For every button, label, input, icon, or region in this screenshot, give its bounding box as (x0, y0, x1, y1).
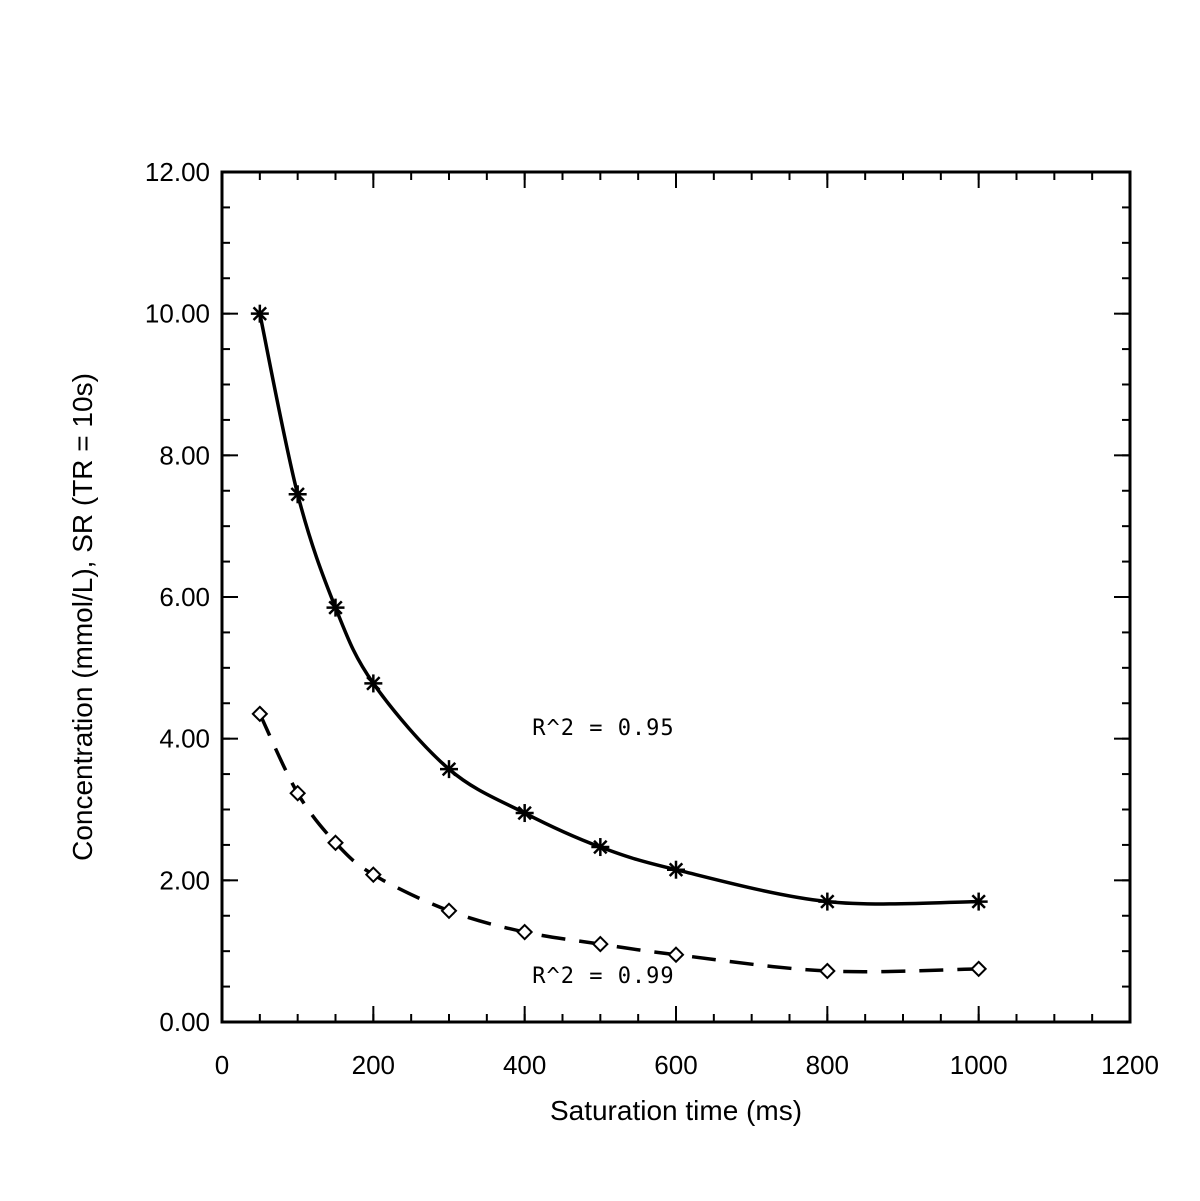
plot-frame (220, 170, 1132, 1024)
y-tick-label: 6.00 (159, 582, 210, 612)
asterisk-marker (288, 485, 307, 504)
diamond-marker (251, 705, 269, 723)
asterisk-marker (364, 674, 383, 693)
r-squared-annotation: R^2 = 0.99 (532, 964, 674, 989)
diamond-marker (327, 834, 344, 852)
x-tick-label: 200 (352, 1050, 395, 1080)
y-tick-label: 12.00 (145, 157, 210, 187)
x-tick-label: 400 (503, 1050, 546, 1080)
diamond-marker (364, 866, 382, 884)
x-tick-label: 1000 (950, 1050, 1008, 1080)
diamond-marker (516, 923, 534, 941)
asterisk-marker (440, 760, 458, 779)
diamond-marker (970, 960, 988, 978)
x-axis-label: Saturation time (ms) (550, 1095, 802, 1126)
y-tick-label: 10.00 (145, 299, 210, 329)
y-tick-label: 0.00 (159, 1007, 210, 1037)
series-1 (250, 304, 988, 911)
asterisk-marker (326, 598, 345, 617)
diamond-marker (440, 902, 458, 920)
diamond-marker (289, 784, 307, 802)
diamond-marker (818, 962, 836, 980)
asterisk-marker (515, 804, 534, 823)
y-tick-label: 4.00 (159, 724, 210, 754)
y-tick-label: 2.00 (159, 865, 210, 895)
series-line (258, 713, 979, 974)
asterisk-marker (818, 892, 837, 911)
diamond-marker (667, 946, 685, 964)
annotations: R^2 = 0.95 R^2 = 0.99 (532, 716, 674, 989)
diamond-marker (591, 935, 609, 953)
y-tick-label: 8.00 (159, 440, 210, 470)
x-tick-label: 0 (215, 1050, 229, 1080)
x-tick-label: 1200 (1101, 1050, 1159, 1080)
r-squared-annotation: R^2 = 0.95 (532, 716, 674, 741)
tick-labels: 0 200 400 600 800 1000 1200 0.00 2.00 4.00 6.00 8.0… (145, 157, 1159, 1080)
series-line (258, 313, 979, 906)
y-axis-label: Concentration (mmol/L), SR (TR = 10s) (67, 373, 98, 861)
x-tick-label: 800 (806, 1050, 849, 1080)
data-series (250, 304, 988, 980)
x-tick-label: 600 (654, 1050, 697, 1080)
axis-ticks (221, 171, 1131, 1023)
asterisk-marker (667, 860, 685, 879)
asterisk-marker (591, 838, 610, 857)
asterisk-marker (250, 304, 269, 323)
series-2 (251, 705, 988, 980)
asterisk-marker (969, 892, 988, 911)
